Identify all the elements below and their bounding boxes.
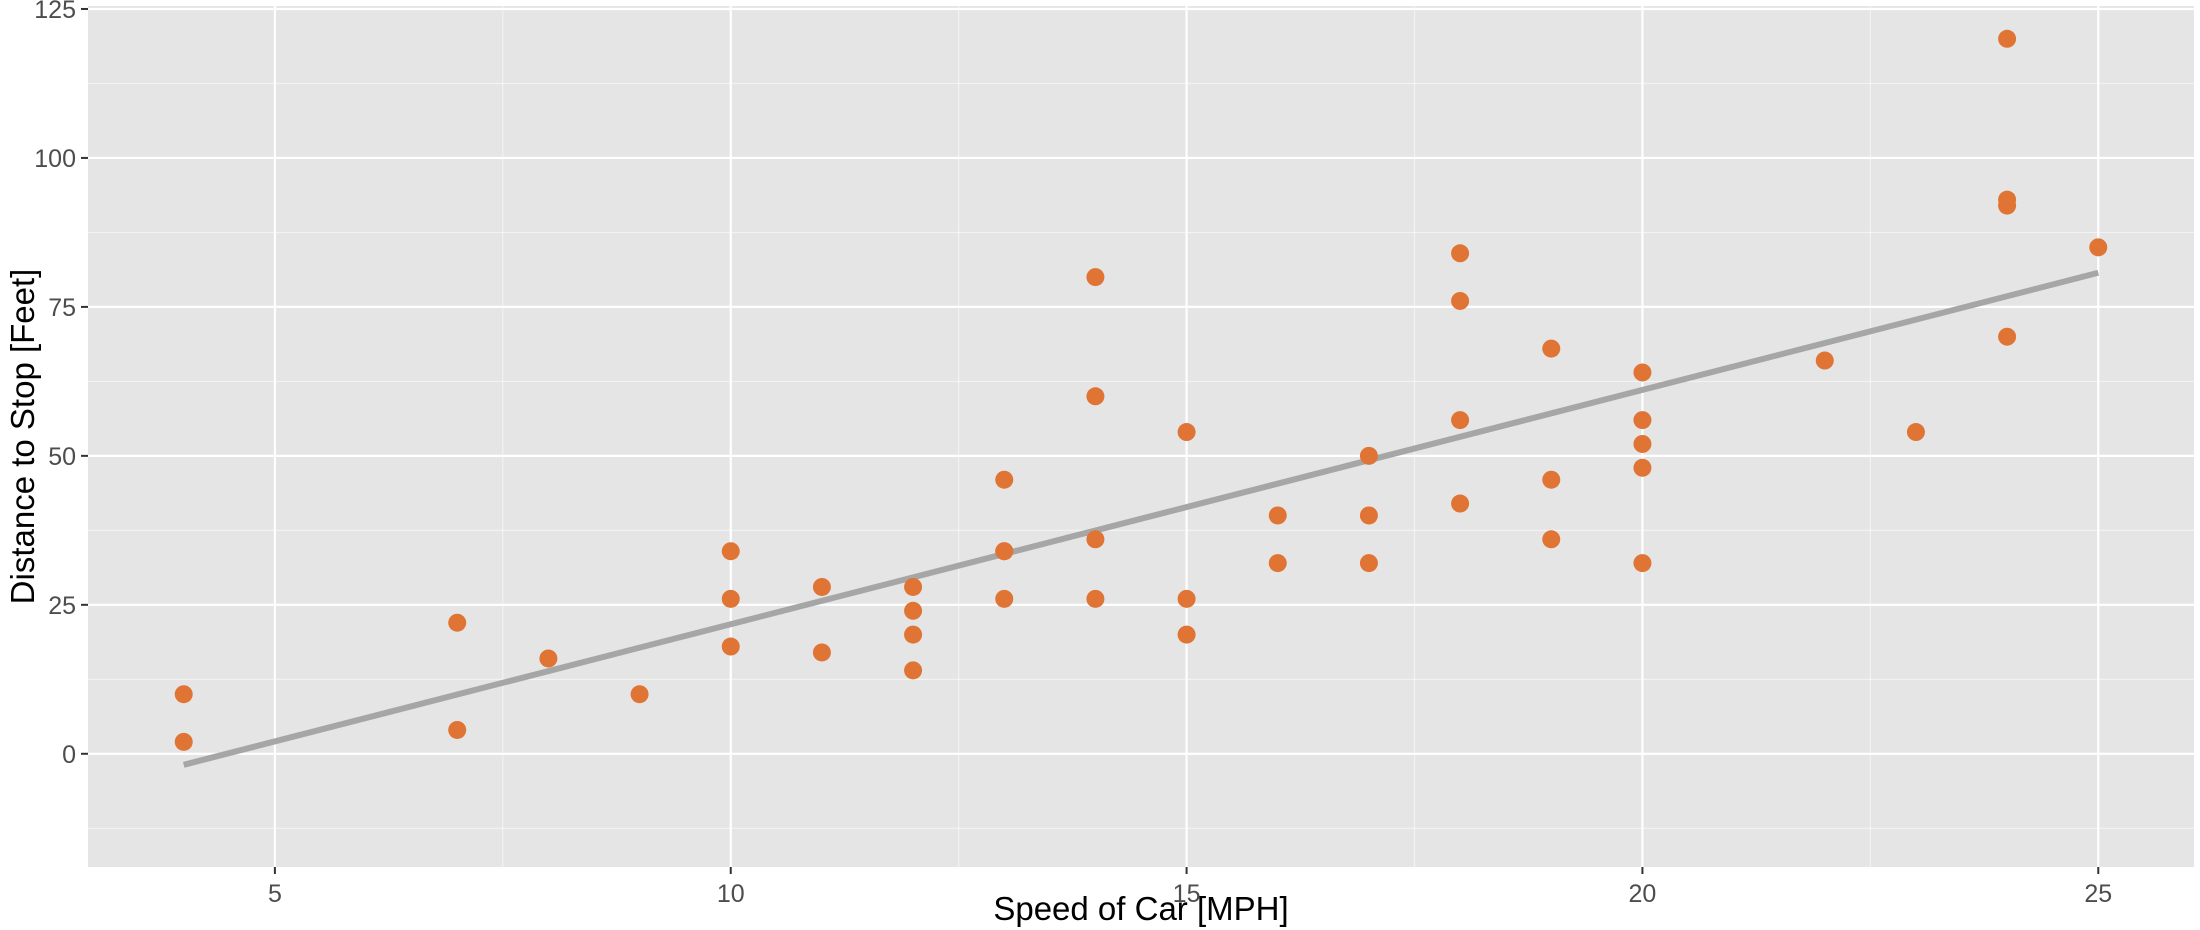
data-point — [1268, 506, 1287, 525]
data-point — [1998, 327, 2017, 346]
data-point — [1451, 411, 1470, 430]
data-point — [1268, 554, 1287, 573]
data-point — [904, 625, 923, 644]
data-point — [1177, 589, 1196, 608]
data-point — [2089, 238, 2108, 257]
data-point — [1359, 446, 1378, 465]
data-point — [1451, 494, 1470, 513]
y-axis-title: Distance to Stop [Feet] — [4, 269, 41, 605]
data-point — [1633, 554, 1652, 573]
regression-line — [182, 269, 2100, 768]
data-point — [539, 649, 558, 668]
data-point — [995, 470, 1014, 489]
axes: 5 10 15 20 25 0 25 50 75 100 125 — [34, 0, 2112, 908]
y-tick-label: 75 — [48, 294, 76, 322]
data-point — [630, 685, 649, 704]
regression-layer — [182, 269, 2100, 768]
data-point — [721, 589, 740, 608]
data-point — [812, 643, 831, 662]
data-point — [1633, 411, 1652, 430]
data-point — [448, 720, 467, 739]
data-point — [1086, 387, 1105, 406]
x-tick-label: 15 — [1173, 880, 1201, 908]
data-point — [721, 542, 740, 561]
data-point — [174, 685, 193, 704]
x-tick-label: 25 — [2084, 880, 2112, 908]
data-point — [1633, 363, 1652, 382]
data-point — [448, 613, 467, 632]
data-point — [1177, 423, 1196, 442]
data-point — [1815, 351, 1834, 370]
data-point — [995, 589, 1014, 608]
data-point — [1633, 458, 1652, 477]
data-point — [1451, 244, 1470, 263]
data-point — [1177, 625, 1196, 644]
data-point — [1998, 29, 2017, 48]
x-tick-label: 10 — [717, 880, 745, 908]
y-tick-label: 0 — [62, 741, 76, 769]
data-point — [1633, 434, 1652, 453]
data-point — [1086, 268, 1105, 287]
x-tick-label: 20 — [1629, 880, 1657, 908]
data-points — [174, 29, 2108, 751]
data-point — [174, 732, 193, 751]
data-point — [1086, 589, 1105, 608]
x-axis-title: Speed of Car [MPH] — [993, 890, 1288, 927]
y-tick-label: 100 — [34, 145, 76, 173]
data-point — [1359, 506, 1378, 525]
data-point — [1998, 190, 2017, 209]
y-tick-label: 125 — [34, 0, 76, 24]
data-point — [812, 577, 831, 596]
data-point — [904, 661, 923, 680]
data-point — [904, 577, 923, 596]
data-point — [1542, 339, 1561, 358]
data-point — [1542, 530, 1561, 549]
y-tick-label: 25 — [48, 592, 76, 620]
data-point — [1542, 470, 1561, 489]
plot-panel — [88, 6, 2194, 867]
data-point — [1359, 554, 1378, 573]
data-point — [995, 542, 1014, 561]
y-tick-label: 50 — [48, 443, 76, 471]
data-point — [721, 637, 740, 656]
data-point — [904, 601, 923, 620]
data-point — [1451, 291, 1470, 310]
data-point — [1906, 423, 1925, 442]
x-tick-label: 5 — [268, 880, 282, 908]
data-point — [1086, 530, 1105, 549]
